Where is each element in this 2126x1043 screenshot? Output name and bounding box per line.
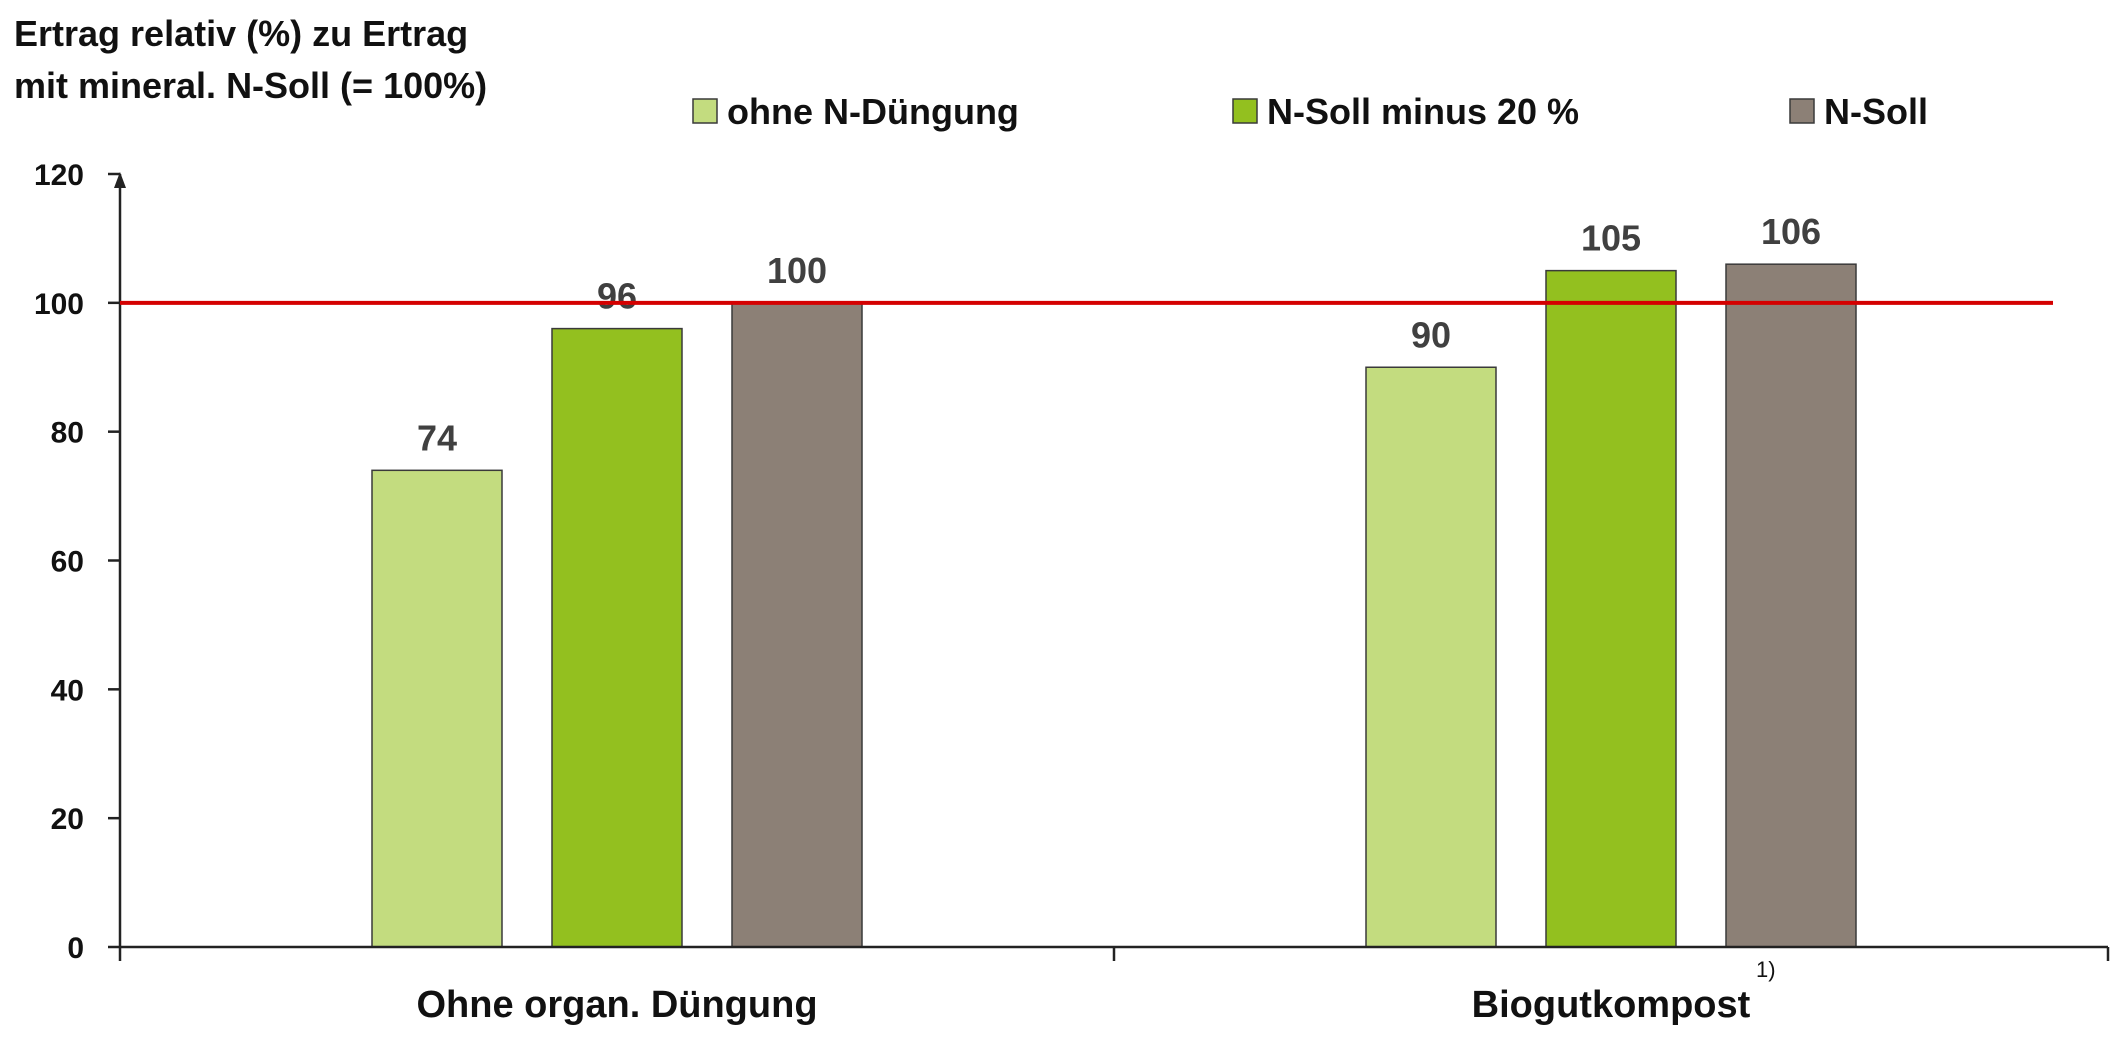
legend-swatch bbox=[692, 98, 718, 124]
y-axis-title-line-2: mit mineral. N-Soll (= 100%) bbox=[14, 65, 487, 106]
y-tick-label: 20 bbox=[51, 803, 84, 836]
bar bbox=[731, 302, 863, 948]
data-label: 96 bbox=[597, 276, 637, 317]
y-axis-arrow bbox=[114, 172, 126, 188]
footnote: 1) bbox=[1756, 957, 1776, 982]
legend-label: N-Soll bbox=[1824, 91, 1928, 132]
y-axis-title-line-1: Ertrag relativ (%) zu Ertrag bbox=[14, 13, 468, 54]
y-tick-label: 80 bbox=[51, 417, 84, 450]
y-tick-label: 40 bbox=[51, 674, 84, 707]
data-labels: 74 96 100 90 105 106 bbox=[417, 211, 1821, 458]
bar bbox=[551, 327, 683, 948]
y-tick-label: 0 bbox=[67, 932, 84, 965]
data-label: 106 bbox=[1761, 211, 1821, 252]
data-label: 74 bbox=[417, 417, 457, 458]
data-label: 105 bbox=[1581, 218, 1641, 259]
category-labels: Ohne organ. Düngung Biogutkompost bbox=[416, 984, 1750, 1026]
bar bbox=[1725, 263, 1857, 948]
y-tick-label: 60 bbox=[51, 546, 84, 579]
bar bbox=[1545, 269, 1677, 948]
y-axis-title: Ertrag relativ (%) zu Ertrag mit mineral… bbox=[14, 13, 487, 106]
bar bbox=[1365, 366, 1497, 948]
legend-label: N-Soll minus 20 % bbox=[1267, 91, 1579, 132]
y-tick-label: 120 bbox=[34, 159, 84, 192]
x-category-label: Biogutkompost bbox=[1472, 984, 1751, 1026]
data-label: 90 bbox=[1411, 314, 1451, 355]
legend-label: ohne N-Düngung bbox=[727, 91, 1019, 132]
legend: ohne N-Düngung N-Soll minus 20 % N-Soll bbox=[692, 91, 1928, 132]
bar bbox=[371, 469, 503, 948]
x-category-label: Ohne organ. Düngung bbox=[416, 984, 817, 1026]
y-tick-label: 100 bbox=[34, 288, 84, 321]
legend-swatch bbox=[1789, 98, 1815, 124]
axes: 0 20 40 60 80 100 120 bbox=[34, 159, 2110, 965]
data-label: 100 bbox=[767, 250, 827, 291]
bars bbox=[371, 263, 1857, 948]
legend-swatch bbox=[1232, 98, 1258, 124]
